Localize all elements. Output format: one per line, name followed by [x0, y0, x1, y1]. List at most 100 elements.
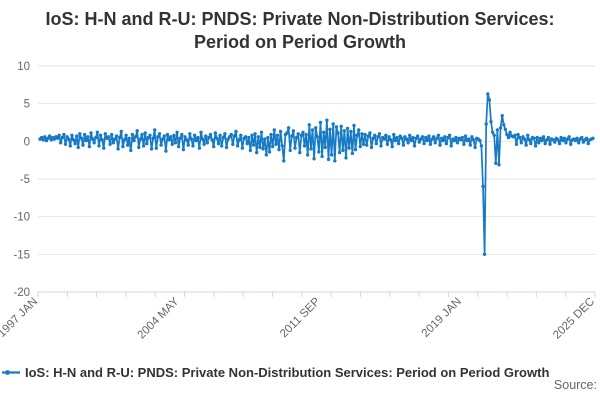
data-point[interactable]: [121, 144, 125, 149]
data-point[interactable]: [567, 135, 571, 139]
data-point[interactable]: [318, 120, 323, 125]
data-point[interactable]: [447, 133, 452, 137]
data-point[interactable]: [376, 135, 380, 139]
data-point[interactable]: [274, 142, 278, 146]
data-point[interactable]: [110, 132, 114, 137]
data-point[interactable]: [188, 132, 192, 136]
data-point[interactable]: [467, 137, 471, 141]
data-point[interactable]: [57, 133, 61, 137]
data-point[interactable]: [350, 151, 355, 156]
data-point[interactable]: [67, 137, 71, 141]
data-point[interactable]: [331, 122, 335, 126]
data-point[interactable]: [541, 135, 546, 139]
data-point[interactable]: [154, 146, 158, 150]
legend-item[interactable]: IoS: H-N and R-U: PNDS: Private Non-Dist…: [2, 363, 600, 381]
data-point[interactable]: [401, 143, 406, 147]
data-point[interactable]: [210, 138, 214, 142]
data-point[interactable]: [266, 135, 270, 140]
data-point[interactable]: [522, 137, 527, 141]
data-point[interactable]: [232, 134, 237, 138]
data-point[interactable]: [360, 132, 364, 136]
data-point[interactable]: [133, 135, 138, 139]
data-point[interactable]: [424, 135, 428, 140]
data-point[interactable]: [307, 123, 311, 127]
data-point[interactable]: [106, 135, 111, 139]
data-point[interactable]: [159, 143, 163, 147]
data-point[interactable]: [263, 137, 267, 141]
data-point[interactable]: [373, 133, 377, 137]
data-point[interactable]: [255, 150, 259, 155]
data-point[interactable]: [189, 137, 194, 141]
data-point[interactable]: [251, 143, 256, 147]
data-point[interactable]: [444, 141, 449, 146]
data-point[interactable]: [322, 130, 326, 134]
data-point[interactable]: [75, 134, 79, 138]
data-point[interactable]: [569, 142, 573, 146]
data-point[interactable]: [102, 146, 106, 150]
data-point[interactable]: [497, 163, 501, 167]
data-point[interactable]: [122, 138, 127, 142]
data-point[interactable]: [87, 144, 92, 149]
data-point[interactable]: [165, 132, 170, 137]
data-point[interactable]: [218, 133, 222, 137]
data-point[interactable]: [489, 120, 493, 124]
data-point[interactable]: [135, 129, 139, 133]
data-point[interactable]: [169, 135, 173, 139]
data-point[interactable]: [580, 135, 584, 140]
data-point[interactable]: [141, 144, 146, 148]
data-point[interactable]: [503, 127, 507, 131]
data-point[interactable]: [192, 133, 197, 137]
data-point[interactable]: [59, 141, 63, 145]
data-point[interactable]: [516, 132, 520, 137]
data-point[interactable]: [326, 157, 331, 162]
data-point[interactable]: [352, 123, 356, 128]
data-point[interactable]: [248, 148, 253, 153]
data-point[interactable]: [385, 142, 390, 146]
data-point[interactable]: [366, 134, 370, 138]
data-point[interactable]: [436, 133, 441, 137]
data-point[interactable]: [417, 140, 421, 144]
data-point[interactable]: [89, 131, 93, 135]
data-point[interactable]: [365, 143, 369, 147]
data-point[interactable]: [172, 133, 176, 137]
data-point[interactable]: [344, 156, 348, 160]
data-point[interactable]: [175, 130, 179, 134]
data-point[interactable]: [264, 153, 268, 157]
data-point[interactable]: [47, 134, 52, 138]
data-point[interactable]: [473, 145, 477, 150]
data-point[interactable]: [519, 141, 523, 145]
data-point[interactable]: [250, 133, 254, 137]
data-point[interactable]: [508, 130, 512, 134]
data-point[interactable]: [63, 142, 68, 146]
data-point[interactable]: [291, 129, 296, 133]
data-point[interactable]: [400, 136, 404, 140]
data-point[interactable]: [482, 252, 487, 256]
data-point[interactable]: [374, 141, 378, 146]
data-point[interactable]: [113, 137, 117, 141]
data-point[interactable]: [205, 141, 209, 145]
data-point[interactable]: [301, 130, 305, 134]
data-point[interactable]: [82, 132, 87, 137]
data-point[interactable]: [221, 135, 225, 140]
data-point[interactable]: [285, 131, 289, 135]
data-point[interactable]: [208, 132, 213, 137]
data-point[interactable]: [575, 136, 579, 140]
data-point[interactable]: [71, 138, 76, 142]
data-point[interactable]: [170, 142, 174, 146]
data-point[interactable]: [513, 133, 517, 137]
data-point[interactable]: [296, 132, 300, 136]
data-point[interactable]: [495, 128, 500, 132]
data-point[interactable]: [138, 137, 143, 141]
data-point[interactable]: [382, 137, 386, 141]
data-point[interactable]: [237, 138, 241, 142]
data-point[interactable]: [73, 141, 77, 146]
data-point[interactable]: [290, 134, 294, 138]
data-point[interactable]: [95, 130, 100, 134]
data-point[interactable]: [145, 141, 149, 146]
data-point[interactable]: [406, 141, 410, 145]
data-point[interactable]: [310, 128, 315, 132]
data-point[interactable]: [68, 144, 73, 148]
data-point[interactable]: [323, 145, 327, 150]
data-point[interactable]: [277, 147, 281, 152]
data-point[interactable]: [390, 144, 394, 149]
